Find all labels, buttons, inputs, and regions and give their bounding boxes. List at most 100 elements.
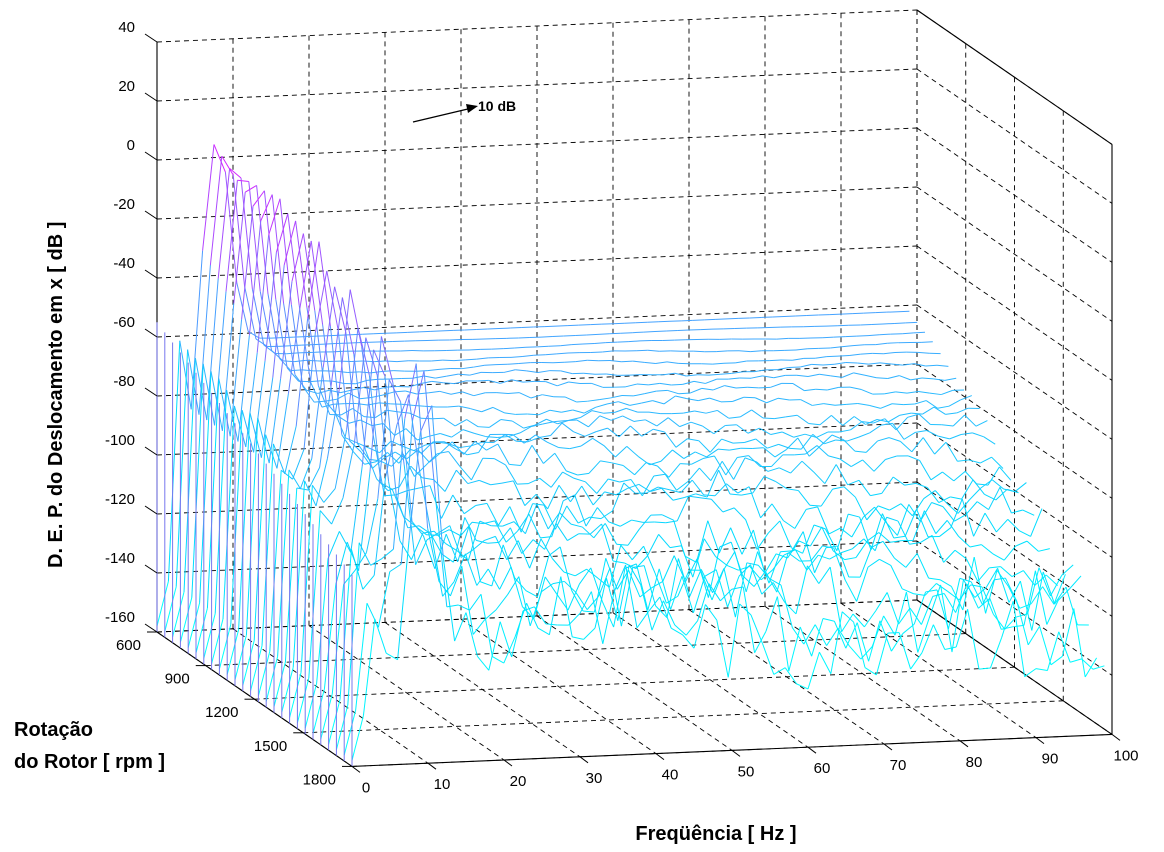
spectrum-segment (658, 534, 671, 548)
spectrum-segment (932, 624, 946, 650)
spectrum-segment (682, 380, 695, 385)
spectrum-segment (374, 360, 386, 363)
spectrum-segment (467, 452, 479, 456)
spectrum-segment (400, 401, 413, 522)
spectrum-segment (164, 586, 177, 632)
freq-tick-mark (731, 750, 741, 757)
spectrum-segment (504, 412, 516, 415)
spectrum-segment (594, 342, 606, 344)
spectrum-segment (709, 397, 722, 403)
spectrum-segment (229, 319, 243, 437)
spectrum-segment (593, 523, 606, 539)
spectrum-segment (923, 510, 937, 534)
spectrum-segment (895, 416, 908, 431)
spectrum-segment (813, 524, 826, 530)
spectrum-segment (377, 379, 390, 499)
spectrum-segment (449, 525, 462, 558)
spectrum-segment (416, 370, 428, 372)
spectrum-segment (385, 424, 398, 477)
spectrum-segment (377, 571, 391, 628)
spectrum-segment (581, 485, 594, 506)
spectrum-segment (806, 506, 818, 510)
spectrum-segment (807, 373, 820, 377)
spectrum-segment (540, 538, 553, 559)
spectrum-segment (856, 566, 869, 602)
spectrum-segment (686, 398, 699, 402)
spectrum-segment (774, 449, 787, 458)
spectrum-segment (767, 443, 779, 449)
spectrum-segment (500, 419, 513, 422)
spectrum-segment (299, 240, 312, 309)
spectrum-segment (698, 397, 710, 402)
spectrum-segment (844, 579, 858, 602)
spectrum-segment (720, 372, 732, 375)
spectrum-segment (504, 434, 517, 442)
spectrum-segment (596, 427, 608, 433)
spectrum-segment (654, 330, 667, 332)
spectrum-segment (931, 502, 944, 508)
spectrum-segment (260, 194, 273, 222)
spectrum-segment (499, 621, 513, 658)
spectrum-segment (573, 431, 585, 437)
annotation-arrow (412, 107, 473, 123)
annotation-arrowhead (466, 104, 478, 113)
spectrum-segment (1054, 586, 1067, 605)
spectrum-segment (693, 350, 705, 353)
spectrum-segment (876, 377, 888, 380)
spectrum-segment (975, 420, 988, 427)
spectrum-segment (563, 571, 576, 577)
spectrum-segment (294, 359, 306, 363)
spectrum-segment (733, 457, 746, 480)
spectrum-segment (960, 432, 973, 435)
spectrum-segment (619, 519, 632, 527)
spectrum-segment (989, 566, 1001, 569)
spectrum-segment (984, 512, 997, 533)
spectrum-segment (928, 577, 941, 581)
spectrum-segment (427, 368, 440, 372)
spectrum-segment (441, 553, 454, 563)
spectrum-segment (629, 402, 642, 406)
spectrum-segment (403, 516, 416, 527)
spectrum-segment (630, 425, 643, 437)
spectrum-segment (545, 353, 557, 356)
spectrum-segment (900, 441, 913, 453)
spectrum-segment (801, 460, 814, 473)
spectrum-segment (232, 174, 246, 287)
db-tick-label: -120 (105, 491, 135, 508)
spectrum-segment (446, 604, 459, 608)
spectrum-segment (996, 519, 1009, 533)
spectrum-segment (670, 576, 683, 610)
spectrum-segment (863, 610, 877, 628)
spectrum-segment (826, 627, 839, 646)
spectrum-segment (721, 438, 734, 444)
freq-tick-mark (883, 743, 893, 751)
spectrum-segment (775, 481, 788, 490)
spectrum-segment (1039, 626, 1052, 665)
spectrum-segment (836, 545, 850, 578)
spectrum-segment (750, 375, 763, 379)
spectrum-segment (754, 369, 767, 373)
spectrum-segment (999, 486, 1012, 514)
spectrum-segment (613, 564, 627, 592)
spectrum-segment (711, 570, 724, 601)
spectrum-segment (384, 376, 397, 497)
spectrum-segment (603, 411, 615, 414)
spectrum-segment (819, 373, 831, 377)
spectrum-segment (564, 361, 576, 363)
spectrum-segment (1011, 509, 1023, 514)
spectrum-segment (307, 467, 321, 491)
spectrum-segment (752, 476, 765, 494)
spectrum-segment (537, 370, 550, 373)
spectrum-segment (552, 580, 565, 585)
spectrum-segment (663, 395, 676, 405)
spectrum-segment (1011, 570, 1024, 578)
spectrum-segment (796, 374, 809, 378)
spectrum-segment (717, 410, 730, 419)
spectrum-segment (761, 582, 774, 595)
spectrum-segment (861, 389, 873, 395)
spectrum-segment (964, 414, 977, 427)
spectrum-segment (276, 393, 289, 469)
spectrum-segment (500, 379, 512, 384)
spectrum-segment (914, 400, 927, 405)
spectrum-segment (657, 465, 670, 478)
